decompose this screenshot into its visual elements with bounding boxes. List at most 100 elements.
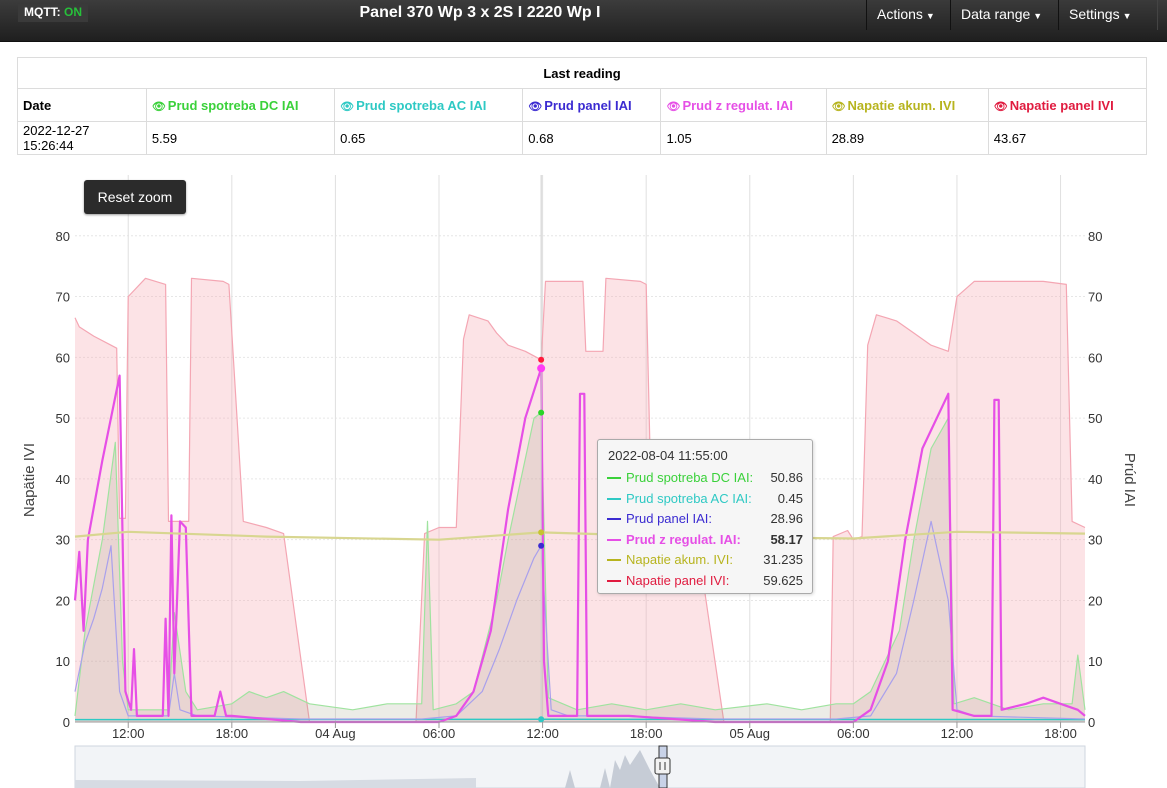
actions-menu-button[interactable]: Actions ▼ bbox=[866, 0, 951, 30]
x-tick-label: 12:00 bbox=[941, 726, 974, 741]
tooltip-series-value: 28.96 bbox=[770, 511, 803, 526]
y-tick-label: 40 bbox=[56, 472, 70, 487]
tooltip-series-value: 0.45 bbox=[777, 490, 803, 506]
series-toggle-header[interactable]: 👁 Napatie panel IVI bbox=[987, 88, 1148, 122]
eye-icon[interactable]: 👁 bbox=[666, 100, 681, 113]
y2-tick-label: 80 bbox=[1088, 229, 1102, 244]
y2-tick-label: 30 bbox=[1088, 533, 1102, 548]
tooltip-series-name: Napatie akum. IVI: bbox=[626, 552, 733, 567]
series-swatch bbox=[607, 559, 621, 561]
x-tick-label: 18:00 bbox=[216, 726, 249, 741]
y2-tick-label: 70 bbox=[1088, 290, 1102, 305]
eye-icon[interactable]: 👁 bbox=[993, 100, 1008, 113]
eye-icon[interactable]: 👁 bbox=[528, 100, 543, 113]
y2-tick-label: 40 bbox=[1088, 472, 1102, 487]
y-tick-label: 50 bbox=[56, 411, 70, 426]
series-area bbox=[75, 412, 1085, 722]
tooltip-row: Napatie panel IVI: 59.625 bbox=[607, 571, 803, 591]
y2-tick-label: 10 bbox=[1088, 654, 1102, 669]
mqtt-status-value: ON bbox=[64, 5, 82, 19]
tooltip-row: Prud z regulat. IAI: 58.17 bbox=[607, 530, 803, 550]
series-line bbox=[74, 277, 1086, 723]
mqtt-label: MQTT: bbox=[24, 5, 61, 19]
series-toggle-header[interactable]: 👁 Prud spotreba DC IAI bbox=[145, 88, 336, 122]
hover-marker bbox=[538, 409, 545, 416]
navigator-series bbox=[565, 750, 660, 788]
y-tick-label: 70 bbox=[56, 290, 70, 305]
date-cell: 2022-12-27 15:26:44 bbox=[17, 121, 147, 155]
actions-menu-label: Actions bbox=[877, 6, 923, 22]
tooltip-date: 2022-08-04 11:55:00 bbox=[608, 448, 728, 463]
date-column-header: Date bbox=[17, 88, 147, 122]
data-range-menu-button[interactable]: Data range ▼ bbox=[950, 0, 1069, 30]
x-tick-label: 06:00 bbox=[837, 726, 870, 741]
chart-tooltip: 2022-08-04 11:55:00 Prud spotreba DC IAI… bbox=[597, 439, 813, 594]
y-tick-label: 0 bbox=[63, 715, 70, 730]
x-tick-label: 18:00 bbox=[1044, 726, 1077, 741]
tooltip-row: Prud panel IAI: 28.96 bbox=[607, 509, 803, 529]
tooltip-series-name: Prud spotreba AC IAI: bbox=[626, 490, 752, 506]
reset-zoom-button[interactable]: Reset zoom bbox=[84, 180, 186, 214]
eye-icon[interactable]: 👁 bbox=[831, 100, 846, 113]
y2-axis-title: Prúd IAI bbox=[1121, 453, 1138, 507]
tooltip-series-value: 31.235 bbox=[763, 552, 803, 567]
chart-markers bbox=[537, 175, 546, 723]
reading-value-cell: 1.05 bbox=[660, 121, 827, 155]
series-name: Napatie panel IVI bbox=[1009, 97, 1114, 113]
hover-marker bbox=[537, 364, 546, 373]
series-swatch bbox=[607, 579, 621, 582]
x-tick-label: 12:00 bbox=[112, 726, 145, 741]
settings-menu-button[interactable]: Settings ▼ bbox=[1058, 0, 1158, 30]
y-tick-label: 30 bbox=[56, 533, 70, 548]
reading-value-cell: 0.65 bbox=[334, 121, 524, 155]
x-tick-label: 18:00 bbox=[630, 726, 663, 741]
last-reading-table: Last reading Date 👁 Prud spotreba DC IAI 👁… bbox=[17, 57, 1148, 155]
reading-value-cell: 0.68 bbox=[522, 121, 662, 155]
tooltip-series-name: Prud panel IAI: bbox=[626, 511, 712, 526]
navigator-series bbox=[75, 778, 476, 788]
tooltip-row: Napatie akum. IVI: 31.235 bbox=[607, 550, 803, 570]
y-axis-title: Napätie IVI bbox=[21, 443, 38, 517]
eye-icon[interactable]: 👁 bbox=[340, 100, 355, 113]
series-toggle-header[interactable]: 👁 Napatie akum. IVI bbox=[825, 88, 989, 122]
navbar: MQTT: ON Panel 370 Wp 3 x 2S I 2220 Wp I… bbox=[0, 0, 1167, 42]
tooltip-series-value: 59.625 bbox=[763, 572, 803, 588]
chart-axes: 0 0 10 10 20 20 30 30 40 40 50 50 60 60 70 70 80 80 12:00 1… bbox=[21, 229, 1138, 741]
series-line bbox=[74, 520, 1086, 720]
y2-tick-label: 0 bbox=[1088, 715, 1095, 730]
navigator bbox=[74, 745, 1086, 788]
series-name: Prud z regulat. IAI bbox=[682, 97, 793, 113]
tooltip-series-value: 50.86 bbox=[770, 470, 803, 485]
tooltip-row: Prud spotreba AC IAI: 0.45 bbox=[607, 489, 803, 509]
series-name: Napatie akum. IVI bbox=[847, 97, 956, 113]
navigator-handle bbox=[654, 757, 671, 775]
y2-tick-label: 50 bbox=[1088, 411, 1102, 426]
series-toggle-header[interactable]: 👁 Prud z regulat. IAI bbox=[660, 88, 827, 122]
hover-marker bbox=[538, 529, 545, 536]
caret-down-icon: ▼ bbox=[1033, 11, 1043, 21]
series-name: Prud panel IAI bbox=[544, 97, 632, 113]
settings-menu-label: Settings bbox=[1069, 6, 1120, 22]
series-toggle-header[interactable]: 👁 Prud panel IAI bbox=[522, 88, 662, 122]
series-name: Prud spotreba AC IAI bbox=[356, 97, 487, 113]
x-tick-label: 05 Aug bbox=[730, 726, 771, 741]
y2-tick-label: 60 bbox=[1088, 350, 1102, 365]
series-swatch bbox=[607, 518, 621, 520]
y2-tick-label: 20 bbox=[1088, 593, 1102, 608]
x-tick-label: 04 Aug bbox=[315, 726, 356, 741]
reading-value-cell: 5.59 bbox=[145, 121, 336, 155]
series-swatch bbox=[607, 538, 621, 541]
tooltip-series-name: Napatie panel IVI: bbox=[626, 572, 730, 588]
series-name: Prud spotreba DC IAI bbox=[167, 97, 299, 113]
hover-marker bbox=[538, 716, 545, 723]
tooltip-row: Prud spotreba DC IAI: 50.86 bbox=[607, 468, 803, 488]
tooltip-series-name: Prud z regulat. IAI: bbox=[626, 531, 741, 547]
caret-down-icon: ▼ bbox=[925, 11, 935, 21]
hover-marker bbox=[538, 542, 545, 549]
series-line bbox=[74, 412, 1086, 716]
y-tick-label: 80 bbox=[56, 229, 70, 244]
y-tick-label: 20 bbox=[56, 593, 70, 608]
eye-icon[interactable]: 👁 bbox=[151, 100, 166, 113]
page-title: Panel 370 Wp 3 x 2S I 2220 Wp I bbox=[359, 4, 601, 21]
